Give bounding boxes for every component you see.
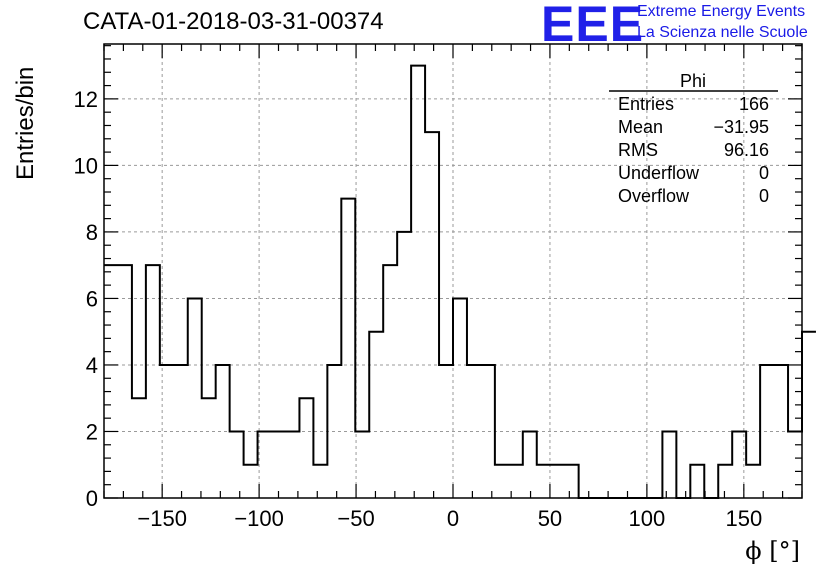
y-tick-label: 4 [86,353,98,378]
y-axis-label: Entries/bin [12,67,39,180]
chart-title: CATA-01-2018-03-31-00374 [83,8,384,35]
stats-label-entries: Entries [618,94,674,114]
y-tick-label: 2 [86,419,98,444]
label-layer: −150 −100 −50 0 50 100 150 0 2 4 6 8 10 12 [74,87,763,531]
logo-line-2: La Scienza nelle Scuole [637,24,808,41]
x-tick-label: 50 [538,506,562,531]
y-tick-label: 0 [86,486,98,511]
x-tick-label: −50 [337,506,374,531]
histogram-outline [104,64,816,499]
y-tick-label: 6 [86,286,98,311]
stats-label-rms: RMS [618,140,658,160]
x-tick-label: 0 [447,506,459,531]
grid-layer [104,44,802,498]
x-axis-label: ϕ [°] [745,537,800,565]
stats-label-overflow: Overflow [618,186,690,206]
logo-line-1: Extreme Energy Events [637,3,806,20]
stats-value-mean: −31.95 [713,117,769,137]
stats-name: Phi [680,71,706,91]
y-tick-label: 10 [74,153,98,178]
tick-layer [103,44,803,499]
stats-value-rms: 96.16 [724,140,769,160]
x-tick-label: −150 [137,506,187,531]
stats-box: Phi Entries 166 Mean −31.95 RMS 96.16 Un… [609,71,778,206]
stats-label-mean: Mean [618,117,663,137]
stats-label-underflow: Underflow [618,163,700,183]
x-tick-label: 150 [725,506,762,531]
stats-value-underflow: 0 [759,163,769,183]
y-tick-label: 12 [74,87,98,112]
stats-value-entries: 166 [739,94,769,114]
stats-value-overflow: 0 [759,186,769,206]
y-tick-label: 8 [86,220,98,245]
eee-logo-mark: EEE [541,0,645,52]
x-tick-label: −100 [234,506,284,531]
x-tick-label: 100 [629,506,666,531]
